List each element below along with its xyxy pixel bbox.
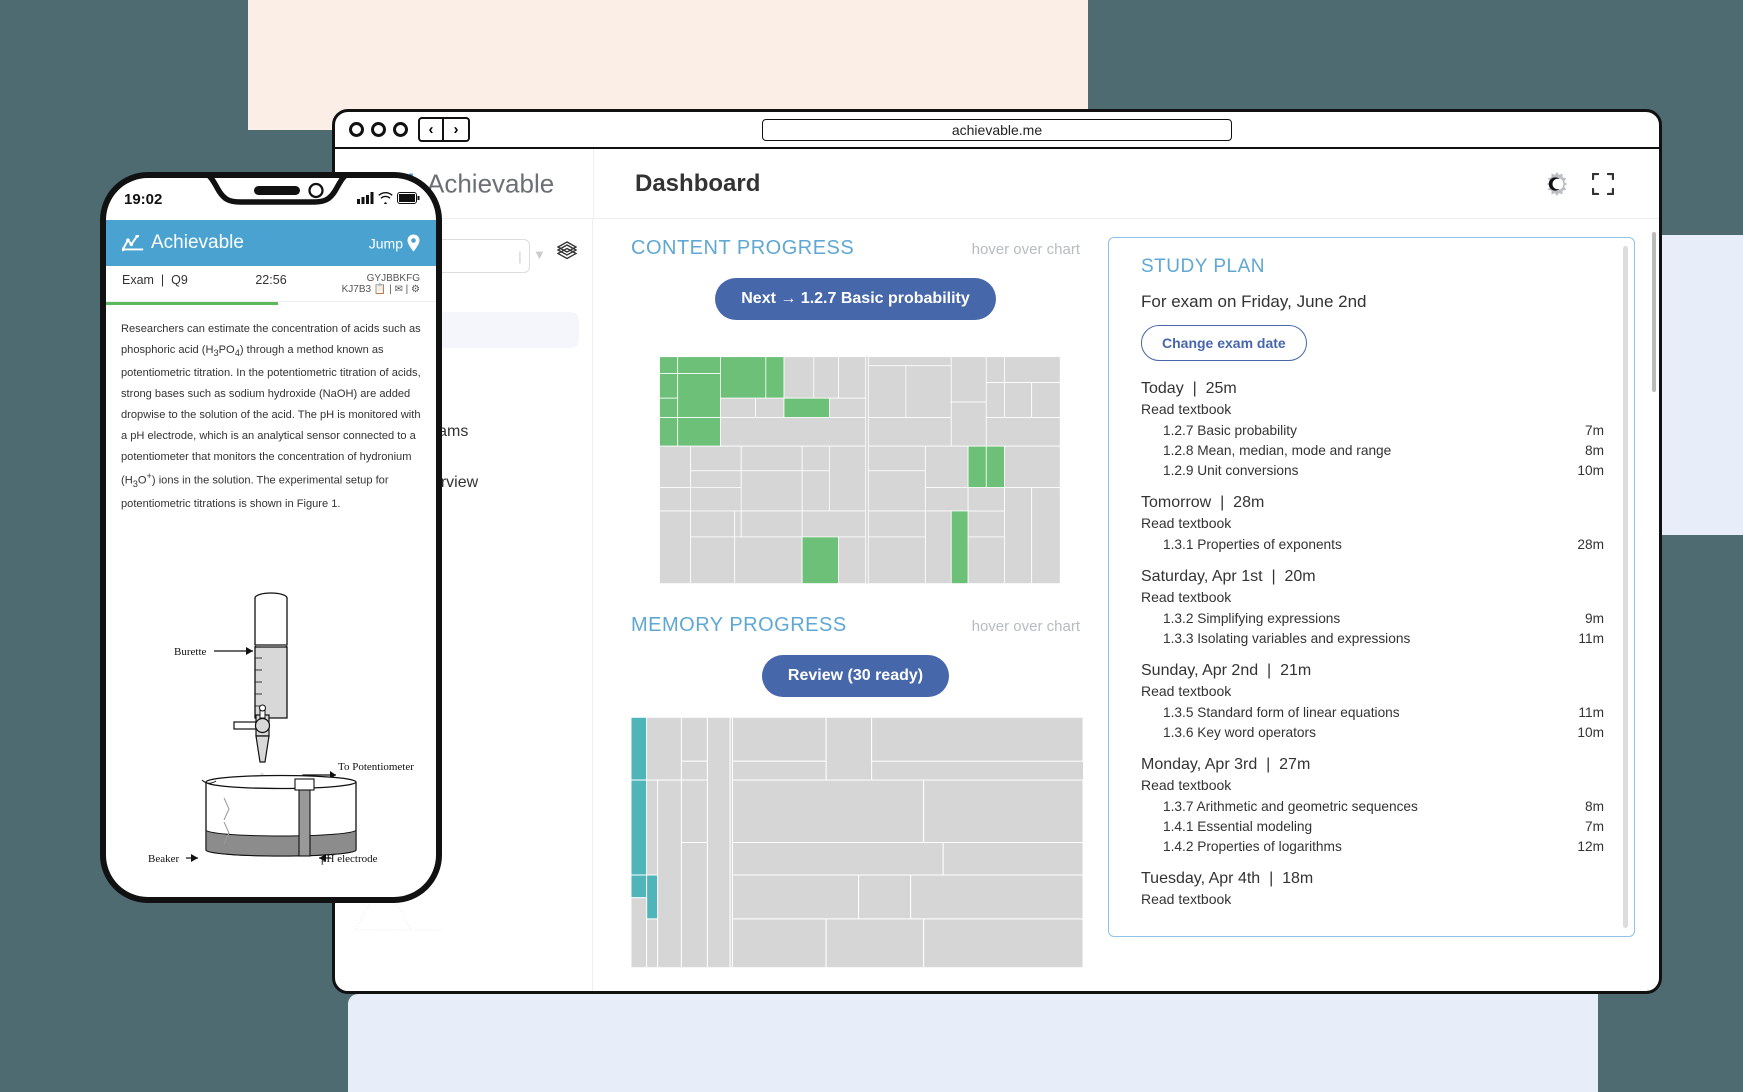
svg-text:pH electrode: pH electrode	[321, 853, 378, 865]
svg-text:To Potentiometer: To Potentiometer	[338, 761, 414, 773]
svg-text:Beaker: Beaker	[148, 853, 179, 865]
svg-text:Burette: Burette	[174, 646, 206, 658]
